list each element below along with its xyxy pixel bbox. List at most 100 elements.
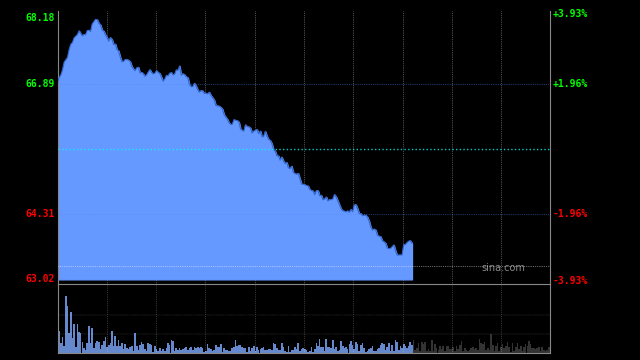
- Bar: [504, 348, 505, 353]
- Bar: [355, 342, 356, 353]
- Bar: [169, 345, 170, 353]
- Bar: [100, 349, 101, 353]
- Bar: [401, 348, 403, 353]
- Bar: [337, 351, 339, 353]
- Bar: [522, 351, 524, 353]
- Bar: [408, 346, 410, 353]
- Bar: [246, 352, 248, 353]
- Bar: [192, 350, 193, 353]
- Bar: [447, 346, 449, 353]
- Bar: [309, 351, 310, 353]
- Bar: [387, 347, 388, 353]
- Bar: [531, 348, 533, 353]
- Bar: [284, 351, 286, 353]
- Bar: [161, 351, 163, 353]
- Bar: [439, 346, 441, 353]
- Bar: [215, 346, 217, 353]
- Text: 68.18: 68.18: [26, 13, 55, 23]
- Bar: [528, 341, 530, 353]
- Bar: [289, 352, 291, 353]
- Bar: [548, 347, 550, 353]
- Bar: [197, 347, 198, 353]
- Bar: [319, 339, 321, 353]
- Bar: [530, 344, 531, 353]
- Bar: [180, 351, 182, 353]
- Bar: [227, 350, 228, 353]
- Bar: [139, 345, 141, 353]
- Bar: [393, 351, 395, 353]
- Bar: [95, 343, 97, 353]
- Bar: [67, 306, 68, 353]
- Bar: [485, 350, 487, 353]
- Bar: [294, 347, 296, 353]
- Bar: [524, 347, 525, 353]
- Bar: [310, 347, 312, 353]
- Bar: [86, 343, 88, 353]
- Bar: [273, 343, 275, 353]
- Bar: [451, 349, 452, 353]
- Bar: [411, 345, 413, 353]
- Bar: [230, 351, 232, 353]
- Bar: [304, 350, 306, 353]
- Bar: [238, 345, 240, 353]
- Bar: [131, 346, 132, 353]
- Bar: [221, 352, 223, 353]
- Bar: [157, 351, 159, 353]
- Bar: [63, 346, 65, 353]
- Bar: [174, 351, 175, 353]
- Bar: [184, 348, 186, 353]
- Bar: [472, 347, 474, 353]
- Bar: [327, 347, 329, 353]
- Bar: [415, 350, 416, 353]
- Bar: [172, 341, 174, 353]
- Bar: [252, 348, 253, 353]
- Bar: [492, 345, 493, 353]
- Bar: [291, 350, 292, 353]
- Bar: [465, 350, 467, 353]
- Bar: [124, 345, 126, 353]
- Bar: [210, 348, 212, 353]
- Bar: [535, 349, 536, 353]
- Bar: [479, 339, 481, 353]
- Text: -1.96%: -1.96%: [553, 209, 588, 219]
- Bar: [116, 346, 118, 353]
- Bar: [364, 348, 365, 353]
- Bar: [441, 349, 442, 353]
- Bar: [248, 347, 250, 353]
- Bar: [236, 346, 238, 353]
- Bar: [80, 333, 81, 353]
- Bar: [269, 349, 271, 353]
- Bar: [235, 340, 236, 353]
- Bar: [268, 349, 269, 353]
- Bar: [469, 350, 470, 353]
- Bar: [477, 350, 479, 353]
- Bar: [461, 341, 462, 353]
- Bar: [156, 349, 157, 353]
- Bar: [445, 346, 447, 353]
- Bar: [347, 349, 349, 353]
- Bar: [164, 351, 166, 353]
- Bar: [154, 346, 156, 353]
- Bar: [123, 349, 124, 353]
- Bar: [240, 345, 241, 353]
- Bar: [324, 351, 325, 353]
- Bar: [302, 348, 304, 353]
- Bar: [434, 344, 436, 353]
- Bar: [61, 337, 63, 353]
- Bar: [77, 324, 78, 353]
- Bar: [484, 342, 485, 353]
- Bar: [431, 340, 433, 353]
- Bar: [250, 351, 252, 353]
- Bar: [500, 347, 502, 353]
- Bar: [228, 351, 230, 353]
- Text: -3.93%: -3.93%: [553, 276, 588, 286]
- Bar: [424, 342, 426, 353]
- Bar: [380, 345, 381, 353]
- Bar: [459, 345, 461, 353]
- Bar: [278, 350, 279, 353]
- Bar: [335, 347, 337, 353]
- Bar: [306, 350, 307, 353]
- Bar: [314, 349, 316, 353]
- Bar: [113, 346, 115, 353]
- Bar: [75, 347, 77, 353]
